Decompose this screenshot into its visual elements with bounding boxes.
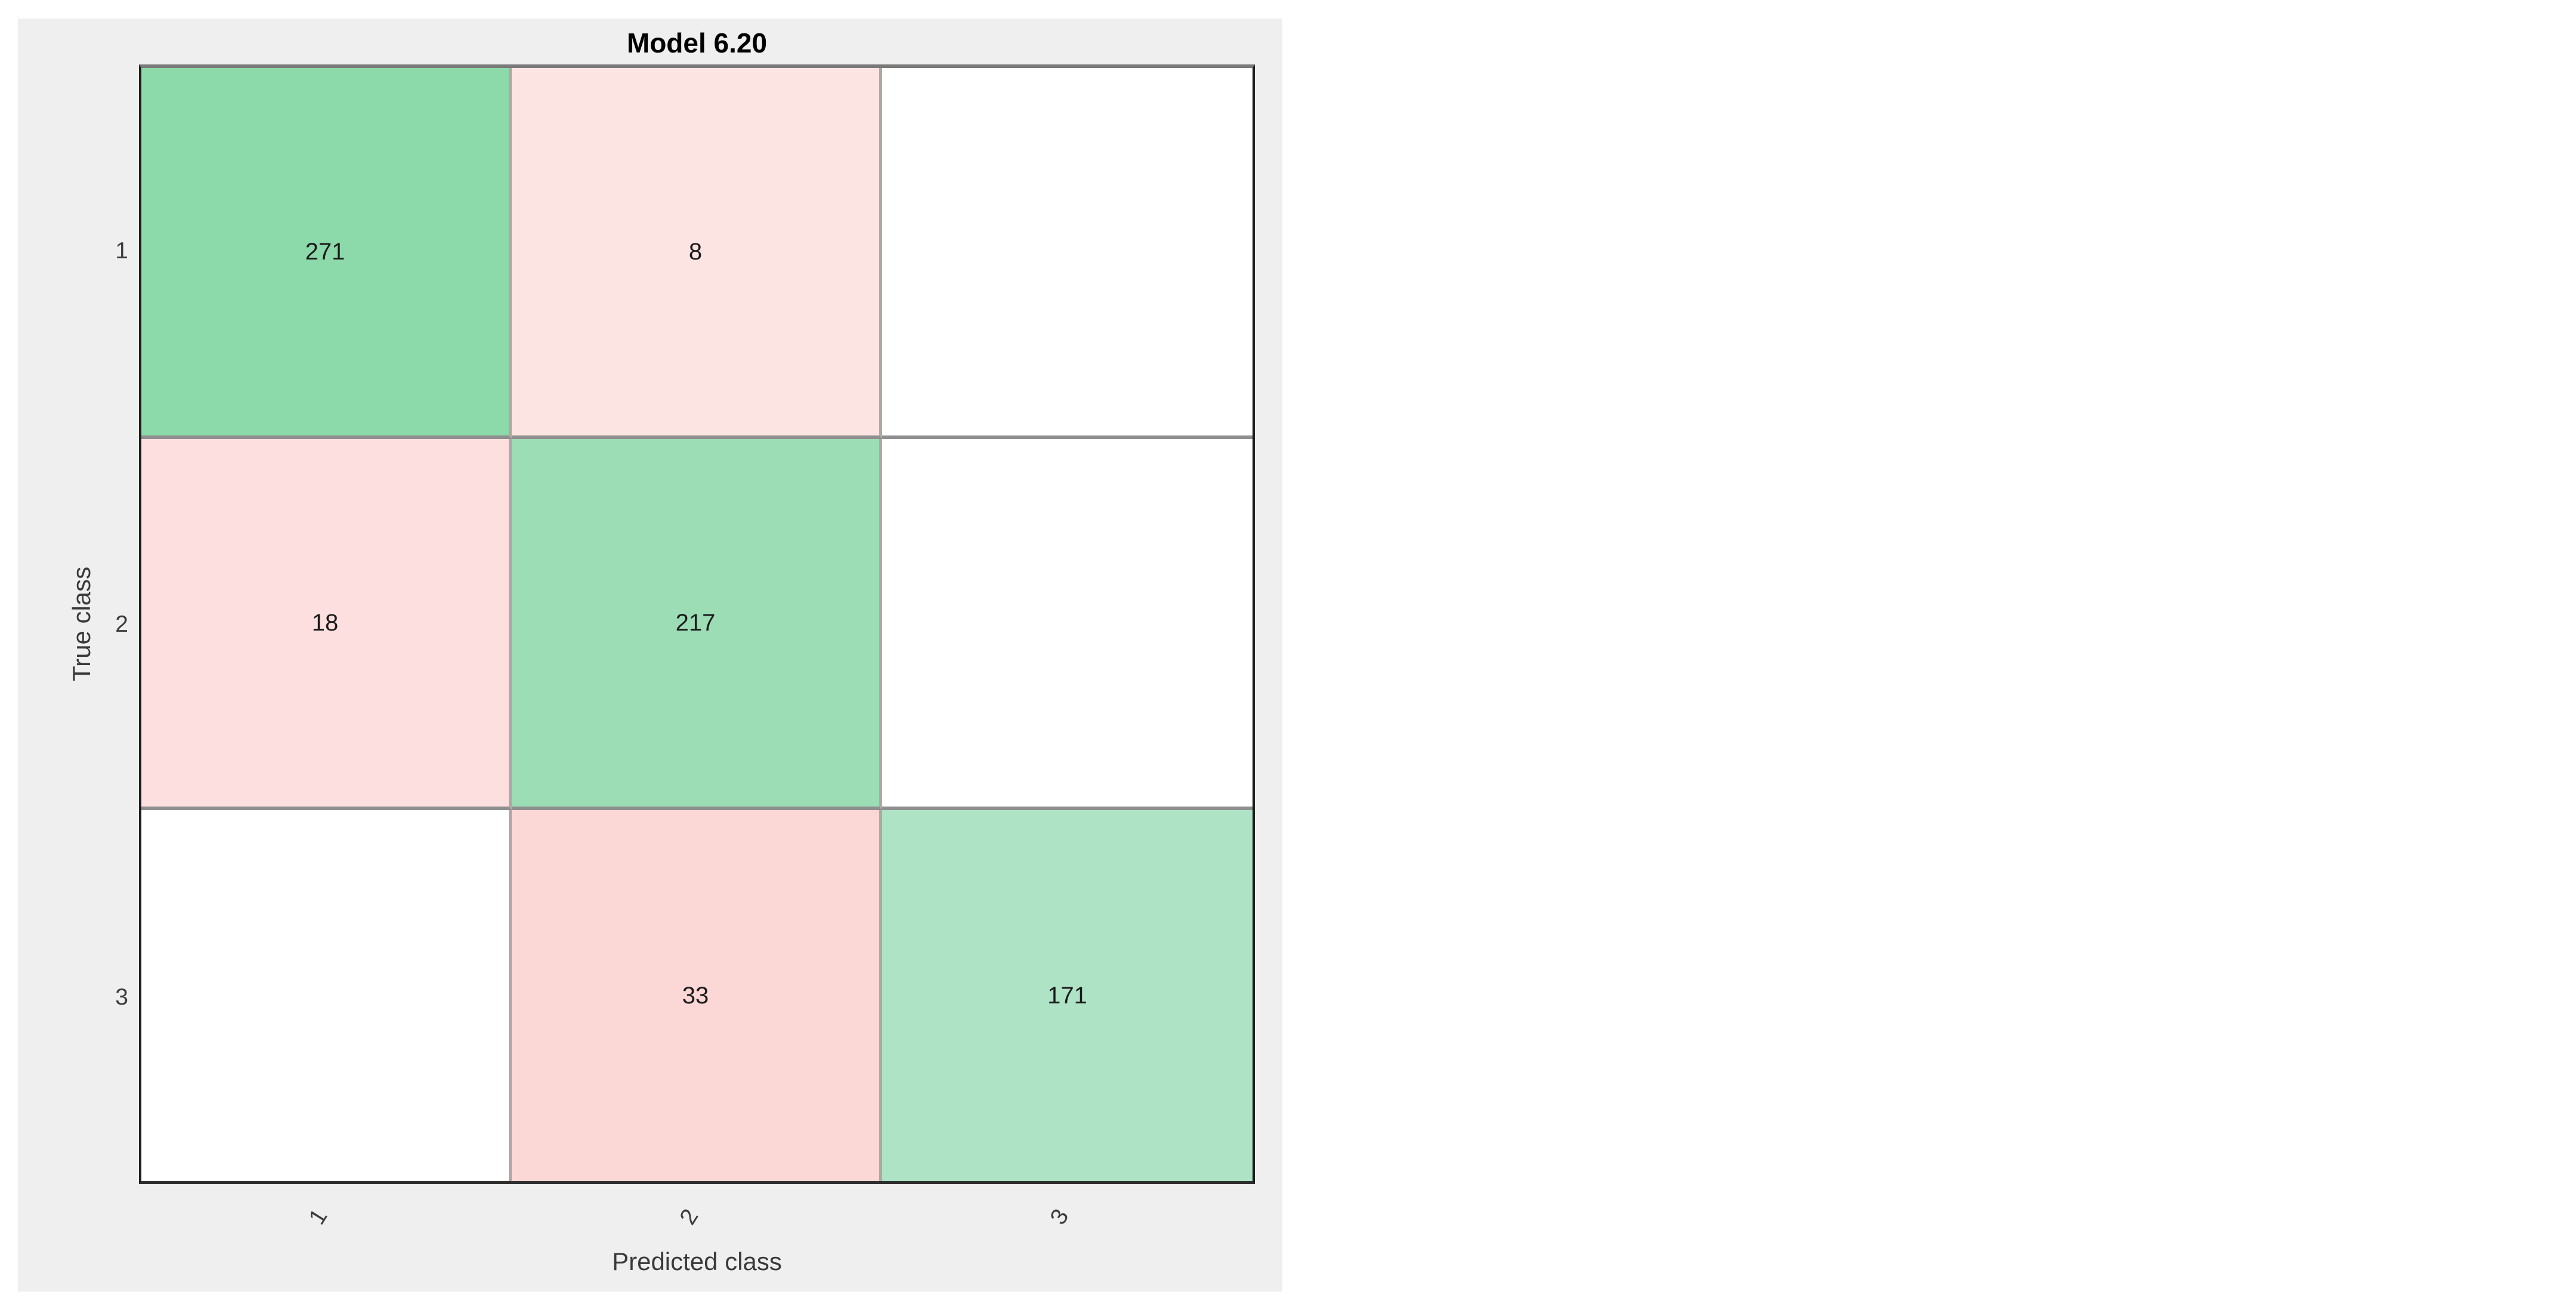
cell-value: 271 <box>305 239 345 265</box>
x-tick-label-3: 3 <box>1045 1204 1074 1229</box>
matrix-grid: 271 8 18 217 33 171 <box>141 68 1253 1181</box>
x-tick-label-2: 2 <box>675 1204 704 1229</box>
confusion-matrix-plot: 271 8 18 217 33 171 <box>139 64 1255 1184</box>
y-tick-label-1: 1 <box>115 237 128 264</box>
matrix-cell-r2c2: 217 <box>512 439 882 810</box>
chart-title: Model 6.20 <box>626 27 768 58</box>
y-axis-label: True class <box>67 566 95 682</box>
y-tick-labels: 1 2 3 <box>18 64 128 1184</box>
matrix-cell-r2c1: 18 <box>141 439 512 810</box>
cell-value: 33 <box>682 983 709 1009</box>
x-tick-label-1: 1 <box>304 1204 333 1229</box>
cell-value: 171 <box>1047 983 1087 1009</box>
matrix-cell-r1c3 <box>882 68 1253 439</box>
y-tick-label-2: 2 <box>115 611 128 637</box>
cell-value: 18 <box>311 610 339 636</box>
matrix-cell-r2c3 <box>882 439 1253 810</box>
matrix-cell-r3c2: 33 <box>512 810 882 1181</box>
matrix-cell-r1c1: 271 <box>141 68 512 439</box>
matrix-cell-r3c1 <box>141 810 512 1181</box>
figure-panel: Model 6.20 271 8 18 217 33 171 1 2 3 True class… <box>18 18 1282 1292</box>
x-axis-label: Predicted class <box>612 1247 782 1275</box>
cell-value: 217 <box>675 610 716 636</box>
cell-value: 8 <box>688 239 703 265</box>
matrix-cell-r3c3: 171 <box>882 810 1253 1181</box>
y-tick-label-3: 3 <box>115 984 128 1011</box>
matrix-cell-r1c2: 8 <box>512 68 882 439</box>
